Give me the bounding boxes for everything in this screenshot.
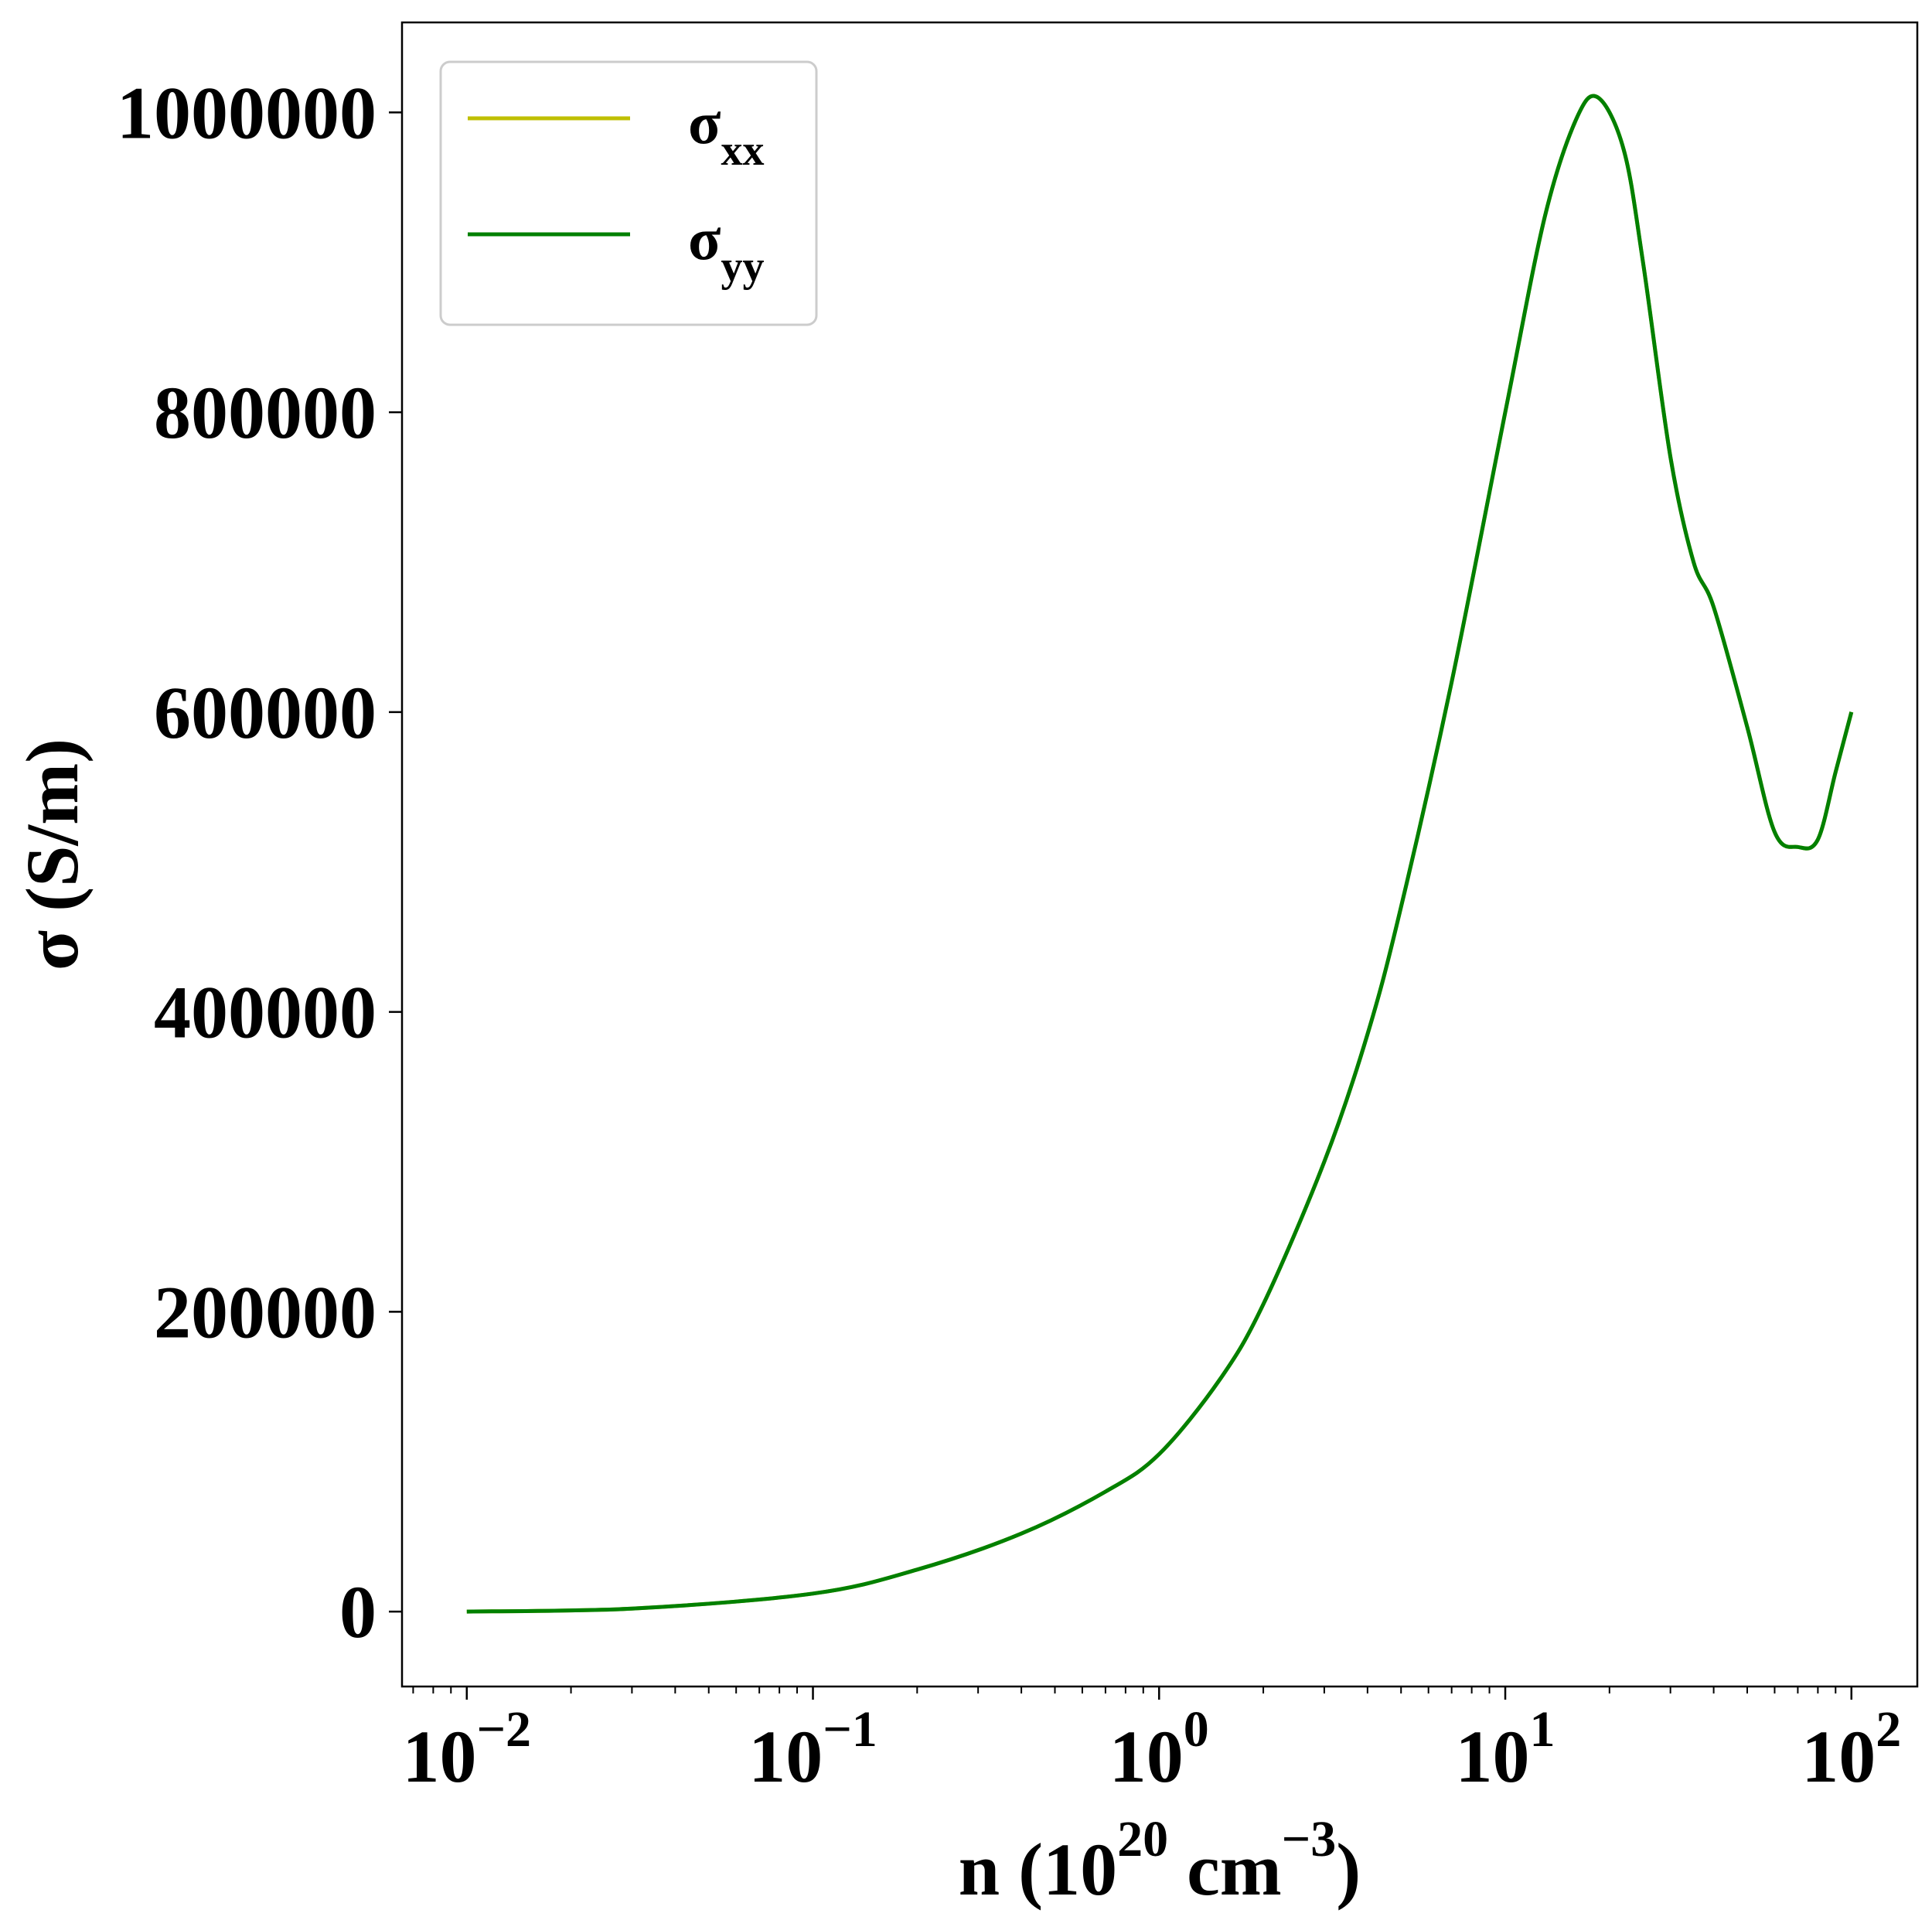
legend-box <box>439 60 818 326</box>
series-layer <box>466 94 1854 1614</box>
legend-label-subscript: yy <box>721 243 764 291</box>
x-axis: 10−2 10−1 100 101 102 <box>402 1687 1901 1798</box>
x-tick-label: 101 <box>1456 1701 1555 1798</box>
x-tick-label-exponent: 0 <box>1184 1701 1209 1758</box>
x-tick-label: 10−2 <box>402 1701 531 1798</box>
x-axis-label-end: ) <box>1336 1828 1361 1911</box>
x-tick-label-exponent: 2 <box>1876 1701 1901 1758</box>
legend-label-main: σ <box>688 89 721 156</box>
x-tick-label-base: 10 <box>1801 1715 1876 1798</box>
x-tick-label-base: 10 <box>1109 1715 1184 1798</box>
y-tick-label: 600000 <box>154 671 377 754</box>
y-tick-label: 200000 <box>154 1270 377 1353</box>
y-tick-label: 0 <box>339 1571 377 1653</box>
y-axis-label: σ (S/m) <box>11 738 94 970</box>
x-tick-label-base: 10 <box>748 1715 823 1798</box>
legend-label-main: σ <box>688 205 721 272</box>
x-tick-label-base: 10 <box>1456 1715 1530 1798</box>
plot-frame <box>400 21 1919 1688</box>
legend-label-subscript: xx <box>721 127 764 175</box>
y-tick-label: 800000 <box>154 371 377 454</box>
x-axis-label: n (1020 cm−3) <box>959 1811 1361 1911</box>
x-tick-label-exponent: −2 <box>476 1701 531 1758</box>
legend: σxx σyy <box>439 60 818 326</box>
series-line-sigma-yy <box>466 94 1854 1614</box>
x-tick-label-base: 10 <box>402 1715 476 1798</box>
x-axis-label-sup1: 20 <box>1117 1811 1168 1867</box>
x-tick-label: 10−1 <box>748 1701 877 1798</box>
x-tick-label-exponent: 1 <box>1530 1701 1555 1758</box>
x-axis-label-sup2: −3 <box>1282 1811 1337 1867</box>
y-tick-label: 1000000 <box>117 71 377 154</box>
x-tick-label-exponent: −1 <box>823 1701 877 1758</box>
x-tick-label: 100 <box>1109 1701 1209 1798</box>
legend-label-sigma-xx: σxx <box>688 89 764 175</box>
legend-label-sigma-yy: σyy <box>688 205 764 291</box>
x-axis-label-base: n (10 <box>959 1828 1117 1911</box>
x-axis-label-mid: cm <box>1168 1828 1282 1911</box>
y-axis: 0 200000 400000 600000 800000 1000000 <box>117 71 402 1653</box>
y-tick-label: 400000 <box>154 971 377 1054</box>
x-tick-label: 102 <box>1801 1701 1901 1798</box>
